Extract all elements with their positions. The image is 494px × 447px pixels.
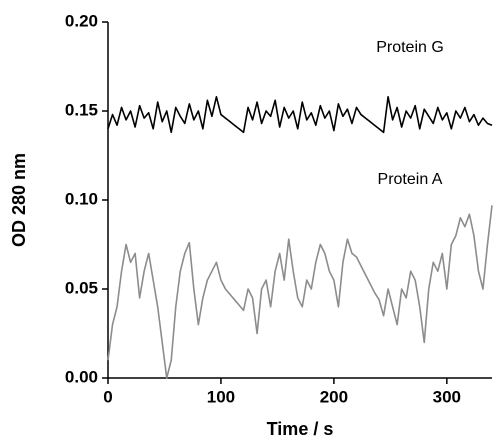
y-tick-label: 0.20 (65, 11, 98, 30)
x-tick-label: 0 (103, 387, 112, 406)
y-axis-label: OD 280 nm (9, 153, 29, 247)
data-line (107, 95, 493, 134)
annotation: Protein G (376, 39, 444, 56)
data-line (107, 205, 493, 379)
y-tick-label: 0.05 (65, 278, 98, 297)
y-tick-label: 0.00 (65, 367, 98, 386)
y-tick-label: 0.15 (65, 100, 98, 119)
x-tick-label: 300 (433, 387, 461, 406)
x-axis-label: Time / s (267, 419, 334, 439)
y-tick-label: 0.10 (65, 189, 98, 208)
x-tick-label: 200 (320, 387, 348, 406)
annotation: Protein A (378, 171, 443, 188)
x-tick-label: 100 (207, 387, 235, 406)
